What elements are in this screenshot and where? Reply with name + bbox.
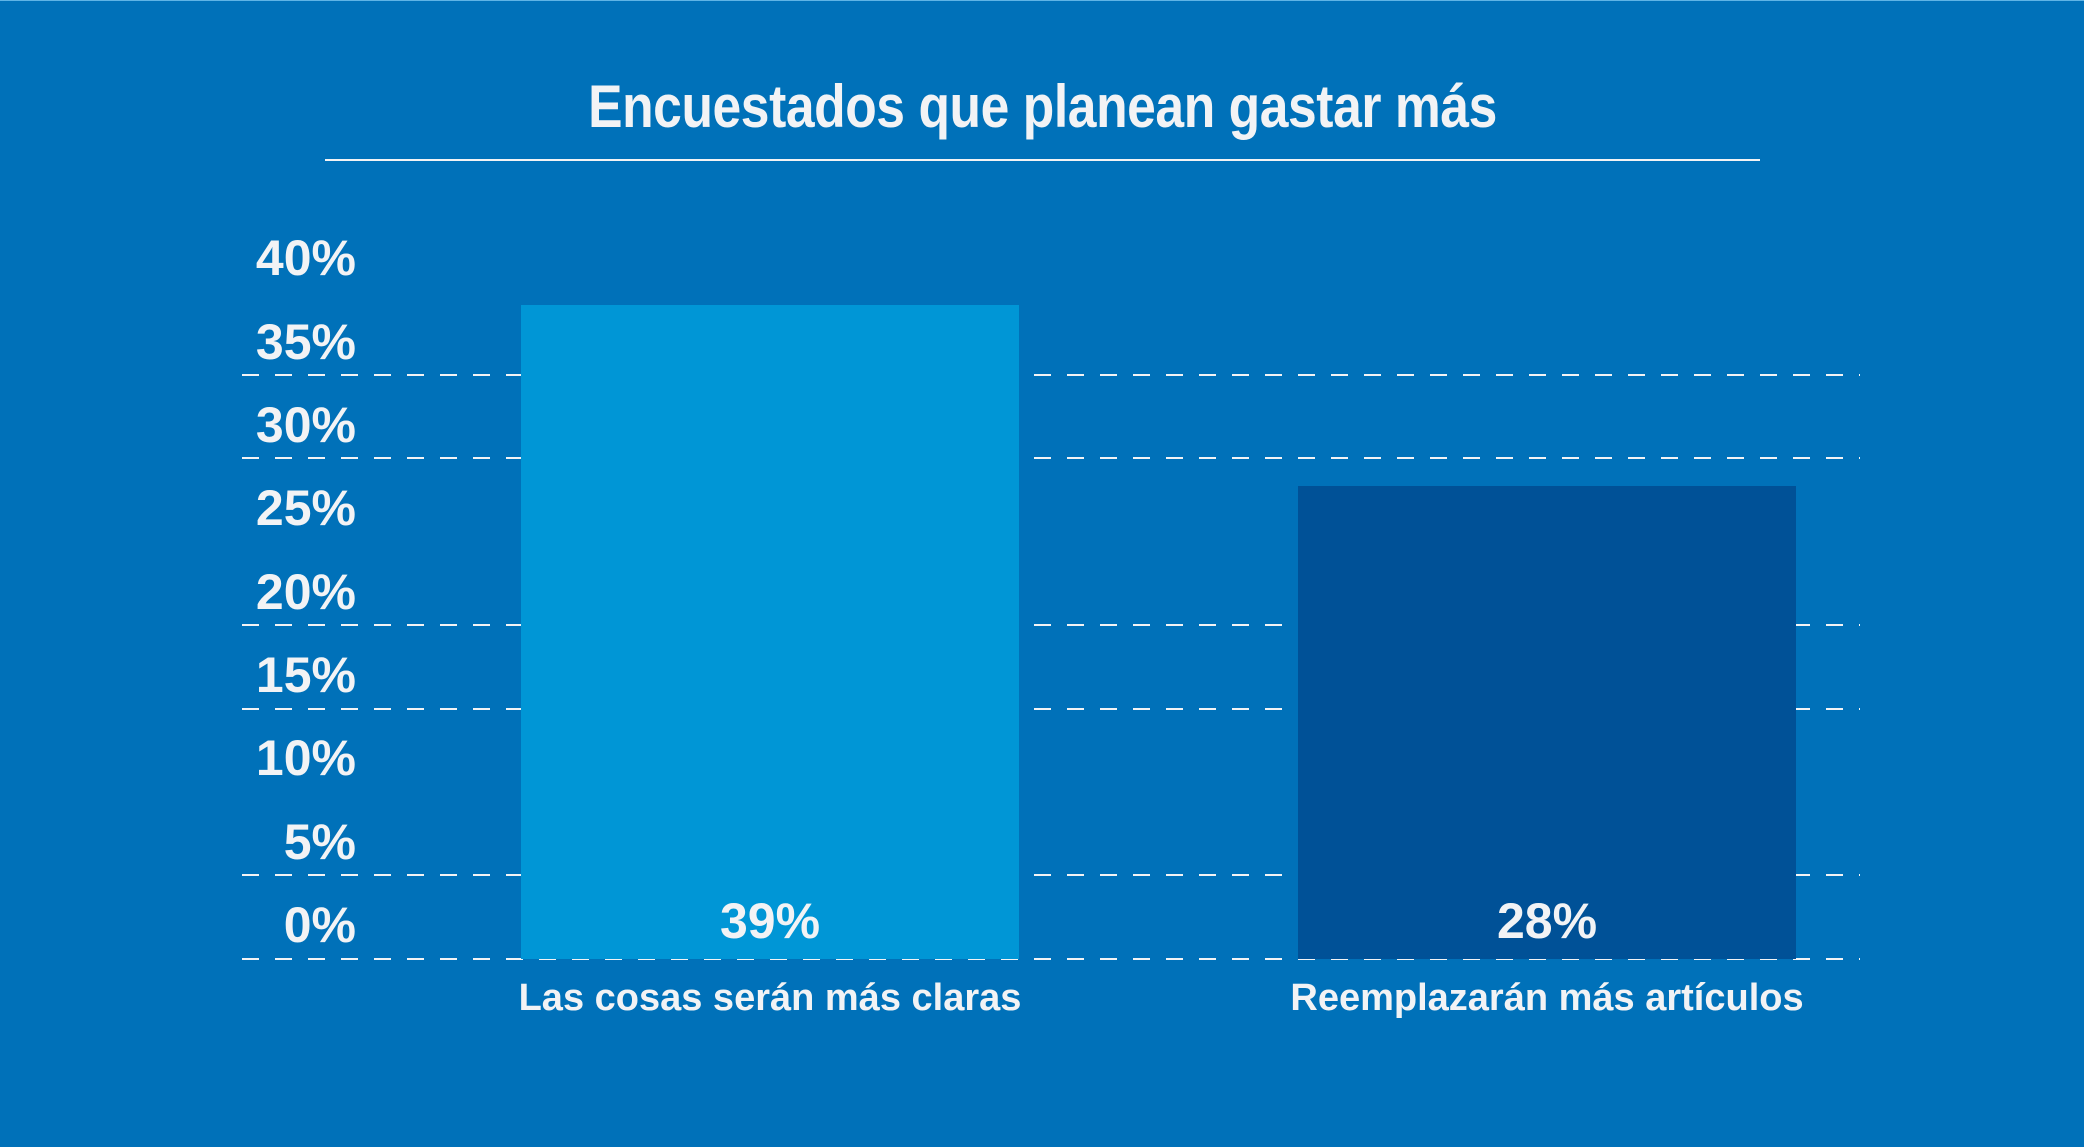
y-tick-label: 35% — [256, 314, 356, 370]
y-tick-label: 10% — [256, 730, 356, 786]
y-tick-label: 25% — [256, 480, 356, 536]
gridlines — [242, 374, 1860, 960]
chart-title: Encuestados que planean gastar más — [588, 73, 1497, 140]
top-edge — [0, 0, 2084, 1]
bars — [521, 305, 1796, 959]
y-axis-ticks: 0% 5% 10% 15% 20% 25% 30% 35% 40% — [256, 230, 356, 953]
bar-value-label: 28% — [1497, 893, 1597, 949]
value-labels: 39% 28% — [720, 893, 1597, 949]
bar — [521, 305, 1019, 959]
x-category-label: Las cosas serán más claras — [519, 977, 1022, 1019]
bar — [1298, 486, 1796, 959]
y-tick-label: 0% — [284, 897, 356, 953]
y-tick-label: 20% — [256, 564, 356, 620]
x-category-label: Reemplazarán más artículos — [1290, 977, 1803, 1019]
y-tick-label: 40% — [256, 230, 356, 286]
y-tick-label: 30% — [256, 397, 356, 453]
category-labels: Las cosas serán más claras Reemplazarán m… — [519, 977, 1804, 1019]
title-underline — [325, 159, 1760, 161]
y-tick-label: 15% — [256, 647, 356, 703]
bar-value-label: 39% — [720, 893, 820, 949]
y-tick-label: 5% — [284, 814, 356, 870]
